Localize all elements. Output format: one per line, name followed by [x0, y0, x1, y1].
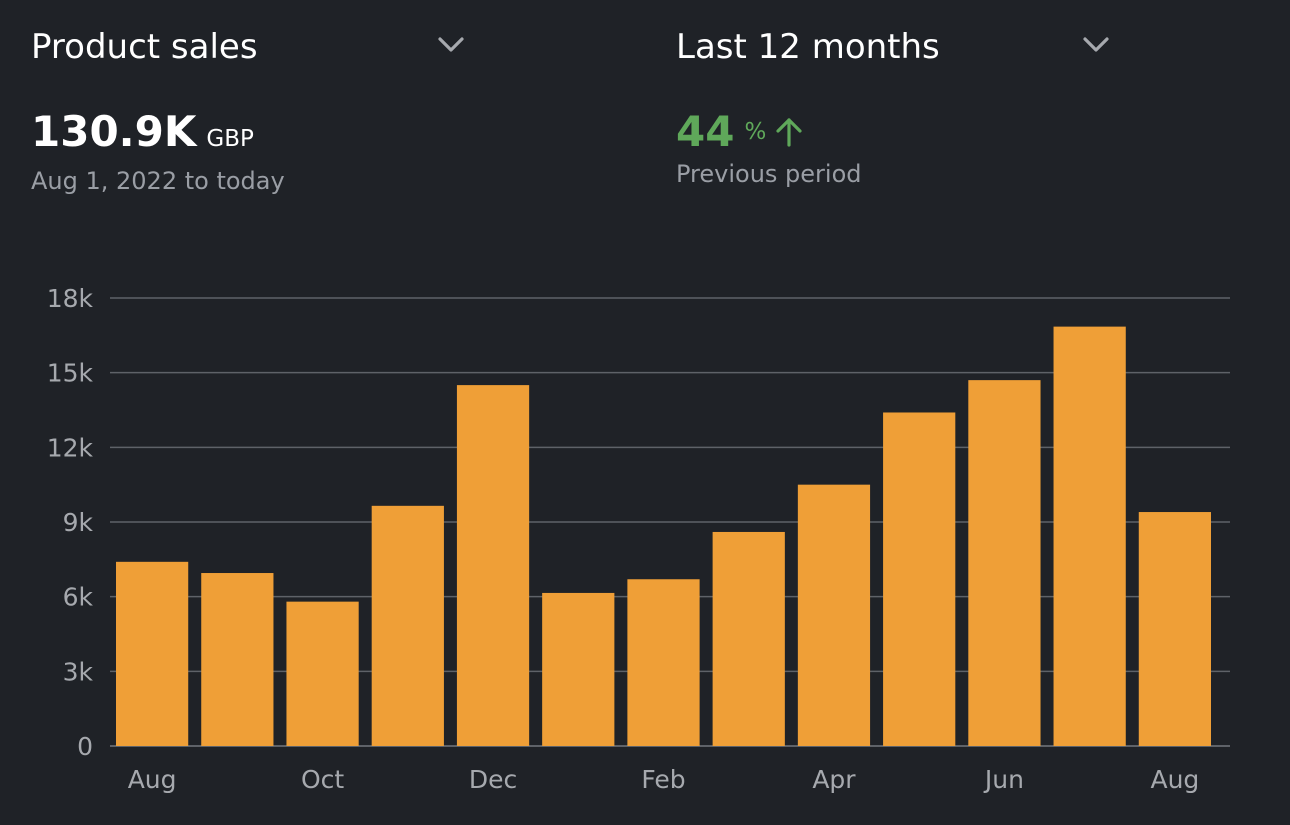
x-tick-label: Dec [469, 765, 517, 794]
metric-dropdown[interactable]: Product sales [31, 22, 471, 72]
bar-may-9[interactable] [883, 412, 956, 746]
bar-jan-5[interactable] [542, 592, 615, 746]
total-summary: 130.9K GBP Aug 1, 2022 to today [31, 108, 285, 196]
bar-apr-8[interactable] [797, 484, 871, 746]
bar-dec-4[interactable] [456, 385, 530, 746]
y-tick-label: 12k [47, 433, 94, 462]
change-value-row: 44% [676, 108, 862, 156]
total-unit: GBP [206, 126, 254, 152]
bar-jun-10[interactable] [968, 380, 1041, 746]
total-value: 130.9K [31, 107, 197, 156]
bars [116, 326, 1211, 746]
chevron-down-icon [1083, 37, 1109, 52]
arrow-up-icon [776, 118, 802, 147]
change-summary: 44% Previous period [676, 108, 862, 189]
total-value-row: 130.9K GBP [31, 108, 285, 163]
bar-aug-0[interactable] [116, 561, 189, 746]
x-tick-label: Feb [641, 765, 685, 794]
x-axis-ticks: Aug Oct Dec Feb Apr Jun Aug [128, 765, 1200, 794]
y-tick-label: 3k [63, 657, 94, 686]
period-dropdown[interactable]: Last 12 months [676, 22, 1116, 72]
y-tick-label: 6k [63, 583, 94, 612]
x-tick-label: Aug [1150, 765, 1199, 794]
bar-oct-2[interactable] [286, 601, 359, 746]
chevron-down-icon [438, 37, 464, 52]
change-unit: % [744, 119, 767, 145]
y-tick-label: 0 [77, 732, 93, 761]
bar-aug-12[interactable] [1138, 512, 1211, 746]
bar-mar-7[interactable] [712, 531, 785, 746]
change-value: 44 [676, 107, 735, 156]
y-tick-label: 18k [47, 284, 94, 313]
bar-jul-11[interactable] [1053, 326, 1126, 746]
x-tick-label: Aug [128, 765, 177, 794]
date-range-text: Aug 1, 2022 to today [31, 167, 285, 195]
y-tick-label: 15k [47, 359, 94, 388]
bar-nov-3[interactable] [371, 505, 444, 746]
x-tick-label: Jun [983, 765, 1024, 794]
y-axis-ticks: 0 3k 6k 9k 12k 15k 18k [47, 284, 94, 761]
x-tick-label: Oct [301, 765, 344, 794]
bar-sep-1[interactable] [201, 573, 274, 746]
y-tick-label: 9k [63, 508, 94, 537]
change-label: Previous period [676, 160, 862, 188]
bar-feb-6[interactable] [627, 579, 700, 746]
metric-dropdown-label: Product sales [31, 27, 258, 67]
x-tick-label: Apr [812, 765, 856, 794]
period-dropdown-label: Last 12 months [676, 27, 940, 67]
sales-bar-chart: 0 3k 6k 9k 12k 15k 18k Aug Oct Dec Feb Apr Jun Aug [47, 284, 1230, 794]
